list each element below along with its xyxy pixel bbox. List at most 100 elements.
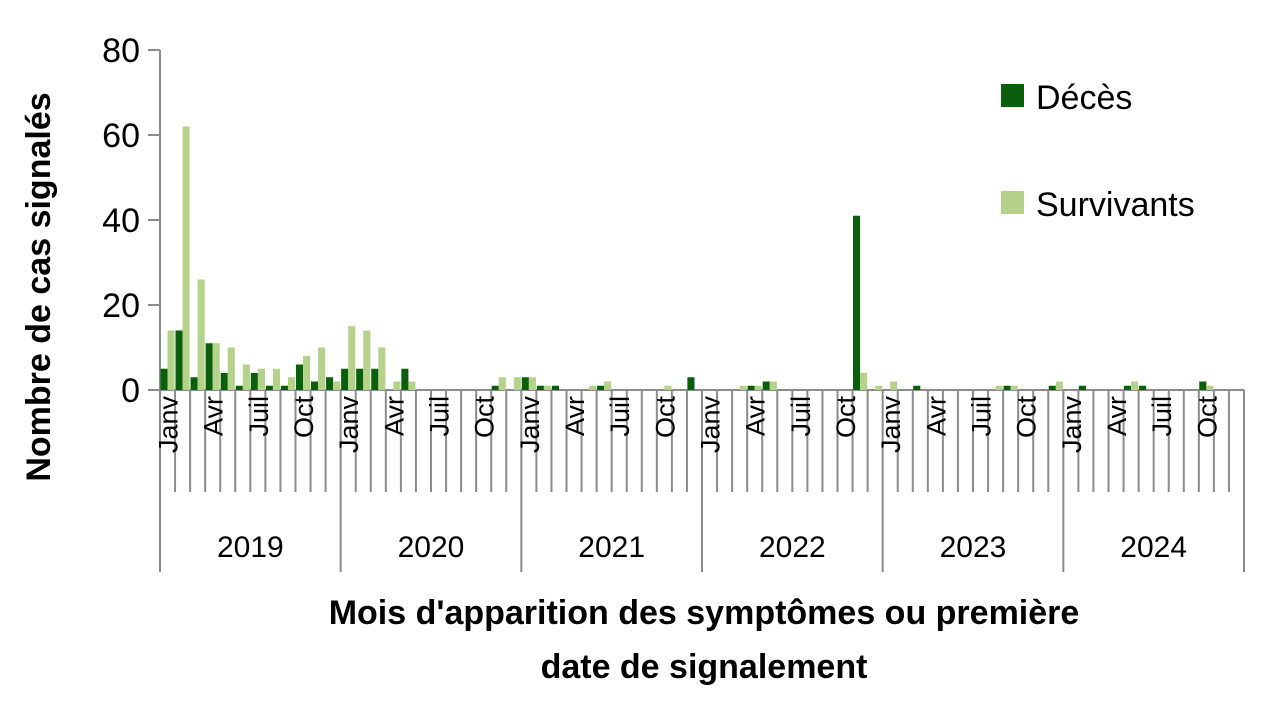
bar-deces xyxy=(1124,385,1132,390)
bar-survivants xyxy=(513,377,521,390)
bar-deces xyxy=(205,343,213,390)
bar-deces xyxy=(401,368,409,390)
bar-survivants xyxy=(528,377,536,390)
bar-survivants xyxy=(1206,385,1214,390)
labels-layer: 0 20 40 60 80 Janv Avr Juil Oct 2019 Janv Avr Juil Oc… xyxy=(102,32,1222,564)
legend-swatch-deces xyxy=(1001,84,1024,107)
bar-deces xyxy=(1048,385,1056,390)
x-month-label: Janv xyxy=(515,396,545,454)
bar-survivants xyxy=(227,347,235,390)
bar-survivants xyxy=(860,373,868,390)
x-month-label: Avr xyxy=(921,396,951,436)
bar-deces xyxy=(1078,385,1086,390)
bar-survivants xyxy=(1010,385,1018,390)
bar-deces xyxy=(280,385,288,390)
y-axis-title: Nombre de cas signalés xyxy=(20,92,58,481)
bar-survivants xyxy=(212,343,220,390)
bar-deces xyxy=(491,385,499,390)
bar-survivants xyxy=(333,381,341,390)
bar-deces xyxy=(326,377,334,390)
x-month-label: Avr xyxy=(560,396,590,436)
x-month-label: Juil xyxy=(605,396,635,437)
bar-deces xyxy=(762,381,770,390)
bar-deces xyxy=(265,385,273,390)
x-month-label: Janv xyxy=(1057,396,1087,454)
bar-deces xyxy=(235,385,243,390)
bar-survivants xyxy=(604,381,612,390)
x-month-label: Juil xyxy=(425,396,455,437)
bar-deces xyxy=(220,373,228,390)
bar-deces xyxy=(536,385,544,390)
x-year-label: 2020 xyxy=(398,531,465,564)
bar-survivants xyxy=(182,126,190,390)
legend-label-deces: Décès xyxy=(1036,79,1132,117)
y-tick-label: 80 xyxy=(102,32,140,70)
x-month-label: Janv xyxy=(154,396,184,454)
bar-survivants xyxy=(1055,381,1063,390)
bar-deces xyxy=(687,377,695,390)
bar-deces xyxy=(356,368,364,390)
bar-deces xyxy=(597,385,605,390)
y-tick-label: 0 xyxy=(121,372,140,410)
x-year-label: 2023 xyxy=(940,531,1007,564)
x-month-label: Oct xyxy=(1012,396,1042,439)
x-axis-title-line-1: Mois d'apparition des symptômes ou premi… xyxy=(329,594,1080,632)
bar-survivants xyxy=(498,377,506,390)
bar-deces xyxy=(747,385,755,390)
x-year-label: 2021 xyxy=(578,531,645,564)
bar-deces xyxy=(1139,385,1147,390)
x-month-label: Janv xyxy=(696,396,726,454)
bar-survivants xyxy=(242,364,250,390)
x-month-label: Oct xyxy=(650,396,680,439)
bar-deces xyxy=(311,381,319,390)
bar-survivants xyxy=(769,381,777,390)
x-month-label: Avr xyxy=(741,396,771,436)
y-tick-label: 60 xyxy=(102,117,140,155)
x-month-label: Janv xyxy=(876,396,906,454)
bar-survivants xyxy=(197,279,205,390)
bar-survivants xyxy=(287,377,296,390)
y-tick-label: 20 xyxy=(102,287,140,325)
x-year-label: 2019 xyxy=(217,531,284,564)
x-month-label: Juil xyxy=(1147,396,1177,437)
x-month-label: Oct xyxy=(289,396,319,439)
bar-deces xyxy=(1003,385,1011,390)
bar-survivants xyxy=(318,347,326,390)
x-axis-title-line-2: date de signalement xyxy=(541,648,868,686)
legend-swatch-survivants xyxy=(1001,191,1024,214)
bar-deces xyxy=(521,377,529,390)
bar-survivants xyxy=(257,368,265,390)
bar-survivants xyxy=(348,326,356,390)
bar-survivants xyxy=(272,368,280,390)
bar-deces xyxy=(295,364,304,390)
bar-survivants xyxy=(393,381,401,390)
bar-survivants xyxy=(543,385,551,390)
y-tick-label: 40 xyxy=(102,202,140,240)
bar-deces xyxy=(551,385,559,390)
x-month-label: Avr xyxy=(199,396,229,436)
legend-label-survivants: Survivants xyxy=(1036,186,1195,224)
x-month-label: Janv xyxy=(334,396,364,454)
x-month-label: Avr xyxy=(379,396,409,436)
bar-deces xyxy=(1199,381,1207,390)
x-month-label: Oct xyxy=(470,396,500,439)
bar-survivants xyxy=(1131,381,1139,390)
x-month-label: Oct xyxy=(831,396,861,439)
x-month-label: Juil xyxy=(786,396,816,437)
x-month-label: Oct xyxy=(1192,396,1222,439)
bar-survivants xyxy=(664,385,672,390)
x-year-label: 2024 xyxy=(1120,531,1187,564)
axes-layer xyxy=(148,49,1245,572)
bar-survivants xyxy=(378,347,386,390)
bar-deces xyxy=(160,368,168,390)
bar-survivants xyxy=(363,330,371,390)
legend: Décès Survivants xyxy=(1001,79,1195,224)
bar-deces xyxy=(853,215,861,390)
bar-survivants xyxy=(995,385,1003,390)
x-month-label: Juil xyxy=(244,396,274,437)
bar-deces xyxy=(913,385,921,390)
bar-deces xyxy=(175,330,183,390)
bars-layer xyxy=(160,126,1214,390)
bar-deces xyxy=(341,368,349,390)
bar-deces xyxy=(371,368,379,390)
